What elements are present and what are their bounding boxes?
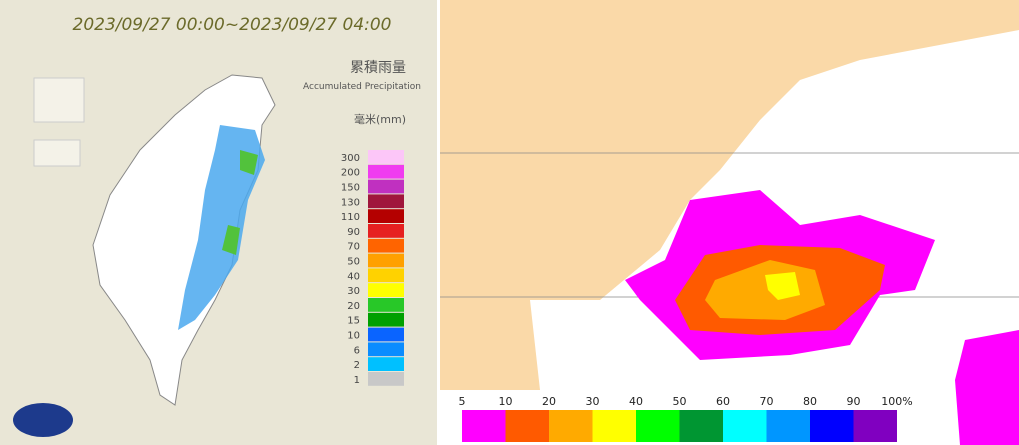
colorbar-swatch bbox=[462, 410, 506, 442]
colorbar-label: 20 bbox=[542, 395, 556, 408]
legend-swatch bbox=[368, 342, 404, 357]
inset-map bbox=[33, 77, 85, 123]
legend-swatch bbox=[368, 298, 404, 312]
legend-label: 130 bbox=[341, 197, 360, 208]
legend-swatch bbox=[368, 209, 404, 223]
legend-subtitle: Accumulated Precipitation bbox=[303, 82, 421, 92]
colorbar-label: 40 bbox=[629, 395, 643, 408]
legend-swatch bbox=[368, 268, 404, 283]
legend-label: 110 bbox=[341, 212, 360, 223]
legend-swatch bbox=[368, 283, 404, 297]
colorbar-label: 70 bbox=[760, 395, 774, 408]
colorbar-swatch bbox=[723, 410, 767, 442]
legend-swatch bbox=[368, 372, 404, 386]
rainfall-area bbox=[178, 125, 265, 330]
legend-label: 10 bbox=[347, 331, 360, 342]
legend-swatch bbox=[368, 238, 404, 253]
legend-swatch bbox=[368, 194, 404, 209]
colorbar-swatch bbox=[636, 410, 680, 442]
colorbar-swatch bbox=[592, 410, 636, 442]
logo bbox=[13, 403, 73, 437]
legend-label: 2 bbox=[354, 360, 360, 371]
legend-label: 40 bbox=[347, 271, 360, 282]
unit-label: 毫米(mm) bbox=[354, 112, 406, 126]
legend-swatch bbox=[368, 253, 404, 268]
legend-swatch bbox=[368, 327, 404, 342]
rainfall-area-green bbox=[222, 150, 258, 255]
legend-label: 50 bbox=[347, 257, 360, 268]
colorbar-swatch bbox=[853, 410, 897, 442]
colorbar-swatch bbox=[810, 410, 854, 442]
colorbar-label: 100% bbox=[881, 395, 912, 408]
colorbar-label: 50 bbox=[673, 395, 687, 408]
legend-label: 1 bbox=[354, 375, 360, 386]
legend-label: 200 bbox=[341, 168, 360, 179]
legend-swatch bbox=[368, 312, 404, 327]
legend-title: 累積雨量 bbox=[350, 60, 406, 76]
legend-label: 30 bbox=[347, 286, 360, 297]
colorbar-label: 80 bbox=[803, 395, 817, 408]
legend-label: 6 bbox=[354, 345, 360, 356]
colorbar-swatch bbox=[766, 410, 810, 442]
legend-swatch bbox=[368, 150, 404, 164]
probability-area bbox=[955, 330, 1019, 445]
legend-label: 90 bbox=[347, 227, 360, 238]
legend-label: 300 bbox=[341, 153, 360, 164]
colorbar-swatch bbox=[549, 410, 593, 442]
legend-label: 20 bbox=[347, 301, 360, 312]
legend-label: 15 bbox=[347, 316, 360, 327]
legend-swatch bbox=[368, 179, 404, 194]
legend-swatch bbox=[368, 224, 404, 238]
colorbar-label: 10 bbox=[499, 395, 513, 408]
legend-swatch bbox=[368, 164, 404, 179]
probability-area bbox=[765, 272, 800, 300]
legend-swatch bbox=[368, 357, 404, 371]
colorbar-swatch bbox=[679, 410, 723, 442]
colorbar-label: 90 bbox=[847, 395, 861, 408]
colorbar-label: 60 bbox=[716, 395, 730, 408]
legend-label: 70 bbox=[347, 242, 360, 253]
legend-label: 150 bbox=[341, 183, 360, 194]
colorbar-swatch bbox=[505, 410, 549, 442]
period-title: 2023/09/27 00:00~2023/09/27 04:00 bbox=[73, 15, 392, 35]
inset-map bbox=[33, 139, 81, 167]
colorbar-label: 5 bbox=[459, 395, 466, 408]
colorbar-label: 30 bbox=[586, 395, 600, 408]
